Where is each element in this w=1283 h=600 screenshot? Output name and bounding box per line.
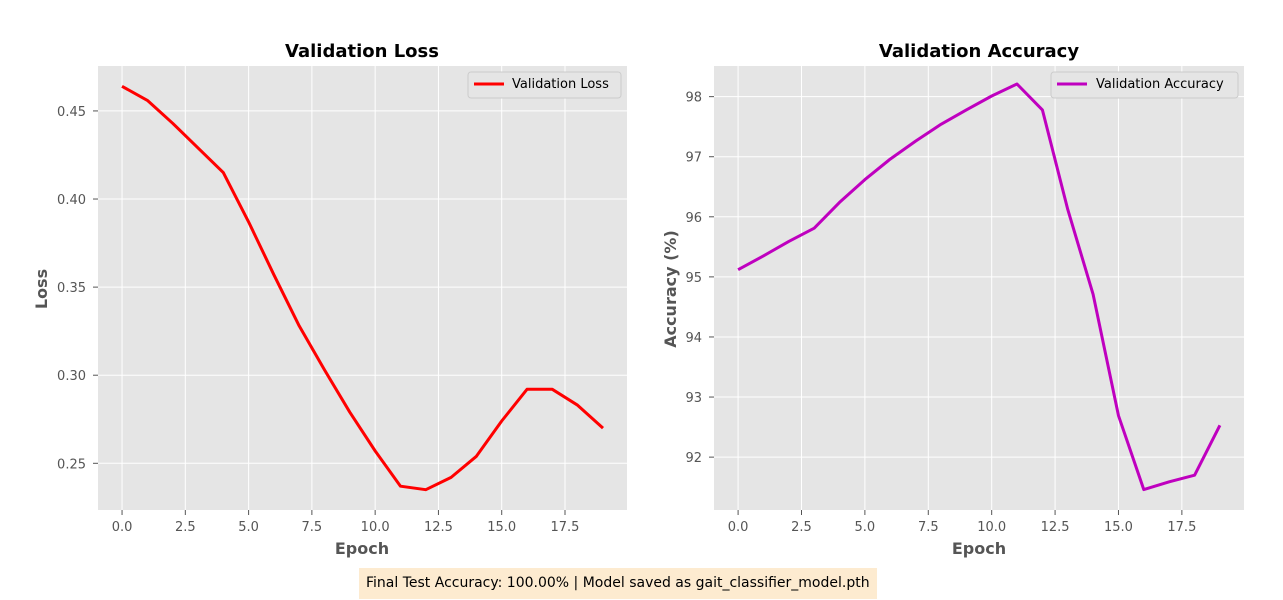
loss-y-axis-label: Loss: [32, 269, 51, 309]
accuracy-legend-label: Validation Accuracy: [1096, 77, 1224, 92]
accuracy-x-tick-label: 7.5: [918, 520, 939, 535]
loss-plot-area: [98, 66, 627, 510]
loss-x-tick-label: 2.5: [175, 520, 196, 535]
accuracy-x-tick-label: 2.5: [791, 520, 812, 535]
accuracy-x-tick-label: 17.5: [1167, 520, 1196, 535]
loss-ticks: 0.0 2.5 5.0 7.5 10.0 12.5 15.0 17.5 0.25 0.30 0.35…: [57, 105, 579, 535]
accuracy-x-tick-label: 10.0: [977, 520, 1006, 535]
loss-x-tick-label: 10.0: [361, 520, 390, 535]
accuracy-plot-area: [714, 66, 1244, 510]
accuracy-ticks: 0.0 2.5 5.0 7.5 10.0 12.5 15.0 17.5 92 93 94 95 96 97…: [685, 91, 1196, 535]
accuracy-y-tick-label: 92: [685, 451, 702, 466]
loss-x-axis-label: Epoch: [335, 539, 389, 558]
loss-x-tick-label: 5.0: [238, 520, 259, 535]
loss-chart: 0.0 2.5 5.0 7.5 10.0 12.5 15.0 17.5 0.25 0.30 0.35…: [32, 41, 627, 558]
accuracy-x-axis-label: Epoch: [952, 539, 1006, 558]
accuracy-y-tick-label: 93: [685, 391, 702, 406]
accuracy-y-tick-label: 95: [685, 271, 702, 286]
loss-x-tick-label: 0.0: [112, 520, 133, 535]
loss-y-tick-label: 0.25: [57, 457, 86, 472]
accuracy-legend: Validation Accuracy: [1050, 71, 1239, 99]
accuracy-x-tick-label: 15.0: [1104, 520, 1133, 535]
accuracy-y-tick-label: 97: [685, 151, 702, 166]
loss-series-line: [121, 84, 605, 492]
accuracy-x-tick-label: 5.0: [855, 520, 876, 535]
accuracy-legend-box: [1050, 71, 1239, 99]
loss-x-tick-label: 12.5: [424, 520, 453, 535]
loss-grid: [98, 66, 627, 510]
loss-y-tick-label: 0.40: [57, 193, 86, 208]
accuracy-y-tick-label: 96: [685, 211, 702, 226]
accuracy-chart-title: Validation Accuracy: [879, 41, 1079, 62]
loss-y-tick-label: 0.45: [57, 105, 86, 120]
loss-legend: Validation Loss: [467, 71, 622, 99]
loss-chart-title: Validation Loss: [285, 41, 439, 62]
accuracy-series-line: [737, 82, 1222, 492]
accuracy-x-tick-label: 0.0: [728, 520, 749, 535]
accuracy-x-tick-label: 12.5: [1041, 520, 1070, 535]
loss-y-tick-label: 0.35: [57, 281, 86, 296]
figure: 0.0 2.5 5.0 7.5 10.0 12.5 15.0 17.5 0.25 0.30 0.35…: [32, 41, 1244, 558]
loss-legend-label: Validation Loss: [512, 77, 609, 92]
accuracy-y-tick-label: 98: [685, 91, 702, 106]
loss-y-tick-label: 0.30: [57, 369, 86, 384]
accuracy-y-tick-label: 94: [685, 331, 702, 346]
accuracy-chart: 0.0 2.5 5.0 7.5 10.0 12.5 15.0 17.5 92 93 94 95 96 97…: [661, 41, 1244, 558]
final-accuracy-caption: Final Test Accuracy: 100.00% | Model sav…: [359, 568, 877, 599]
loss-x-tick-label: 17.5: [551, 520, 580, 535]
loss-x-tick-label: 15.0: [487, 520, 516, 535]
accuracy-grid: [714, 66, 1244, 510]
loss-x-tick-label: 7.5: [302, 520, 323, 535]
accuracy-y-axis-label: Accuracy (%): [661, 230, 680, 348]
loss-legend-box: [467, 71, 622, 99]
